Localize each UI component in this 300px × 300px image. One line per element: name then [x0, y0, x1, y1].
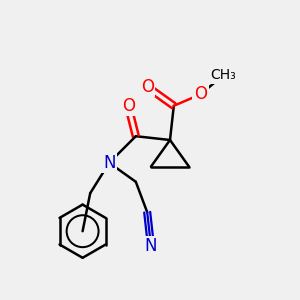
Text: O: O	[141, 78, 154, 96]
Text: CH₃: CH₃	[210, 68, 236, 83]
Text: O: O	[122, 97, 135, 115]
Text: N: N	[145, 237, 157, 255]
Text: N: N	[103, 154, 116, 172]
Text: O: O	[194, 85, 207, 103]
